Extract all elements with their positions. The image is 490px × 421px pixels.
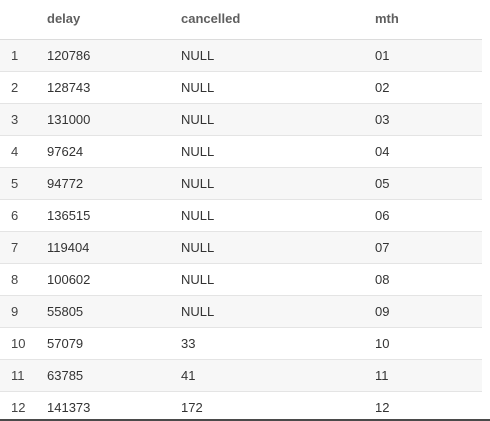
cell-mth[interactable]: 01: [375, 48, 390, 63]
cell-cancelled[interactable]: NULL: [181, 208, 215, 223]
cell-delay[interactable]: 131000: [47, 112, 91, 127]
column-header-delay[interactable]: delay: [47, 11, 81, 26]
cell-delay[interactable]: 57079: [47, 336, 84, 351]
cell-delay[interactable]: 55805: [47, 304, 84, 319]
cell-cancelled[interactable]: NULL: [181, 144, 215, 159]
row-number[interactable]: 4: [11, 144, 19, 159]
row-number[interactable]: 8: [11, 272, 19, 287]
table-row[interactable]: 11 63785 41 11: [0, 360, 482, 392]
column-header-mth[interactable]: mth: [375, 11, 399, 26]
cell-cancelled[interactable]: 41: [181, 368, 196, 383]
row-number[interactable]: 11: [11, 368, 25, 383]
cell-mth[interactable]: 03: [375, 112, 390, 127]
cell-mth[interactable]: 08: [375, 272, 390, 287]
cell-delay[interactable]: 63785: [47, 368, 84, 383]
cell-cancelled[interactable]: NULL: [181, 304, 215, 319]
results-grid: delay cancelled mth 1 120786 NULL 01 2 128743…: [0, 0, 482, 419]
cell-cancelled[interactable]: NULL: [181, 272, 215, 287]
row-number[interactable]: 10: [11, 336, 26, 351]
cell-mth[interactable]: 11: [375, 368, 389, 383]
cell-mth[interactable]: 06: [375, 208, 390, 223]
cell-mth[interactable]: 07: [375, 240, 390, 255]
cell-cancelled[interactable]: NULL: [181, 240, 215, 255]
table-row[interactable]: 4 97624 NULL 04: [0, 136, 482, 168]
cell-mth[interactable]: 10: [375, 336, 390, 351]
cell-delay[interactable]: 141373: [47, 400, 91, 415]
row-number[interactable]: 5: [11, 176, 19, 191]
table-row[interactable]: 10 57079 33 10: [0, 328, 482, 360]
cell-mth[interactable]: 02: [375, 80, 390, 95]
cell-mth[interactable]: 05: [375, 176, 390, 191]
row-number[interactable]: 9: [11, 304, 19, 319]
grid-body: 1 120786 NULL 01 2 128743 NULL 02 3 131000 NULL 03 4…: [0, 40, 482, 419]
table-row[interactable]: 12 141373 172 12: [0, 392, 482, 419]
cell-mth[interactable]: 04: [375, 144, 390, 159]
cell-mth[interactable]: 12: [375, 400, 390, 415]
cell-cancelled[interactable]: NULL: [181, 112, 215, 127]
table-row[interactable]: 5 94772 NULL 05: [0, 168, 482, 200]
grid-header: delay cancelled mth: [0, 0, 482, 40]
table-row[interactable]: 7 119404 NULL 07: [0, 232, 482, 264]
cell-delay[interactable]: 136515: [47, 208, 91, 223]
cell-delay[interactable]: 120786: [47, 48, 91, 63]
cell-cancelled[interactable]: 33: [181, 336, 196, 351]
cell-cancelled[interactable]: NULL: [181, 176, 215, 191]
column-header-cancelled[interactable]: cancelled: [181, 11, 241, 26]
table-row[interactable]: 2 128743 NULL 02: [0, 72, 482, 104]
row-number[interactable]: 2: [11, 80, 19, 95]
cell-delay[interactable]: 100602: [47, 272, 91, 287]
row-number[interactable]: 7: [11, 240, 19, 255]
bottom-border: [0, 419, 490, 421]
cell-cancelled[interactable]: NULL: [181, 48, 215, 63]
table-row[interactable]: 6 136515 NULL 06: [0, 200, 482, 232]
cell-cancelled[interactable]: 172: [181, 400, 203, 415]
cell-mth[interactable]: 09: [375, 304, 390, 319]
table-row[interactable]: 9 55805 NULL 09: [0, 296, 482, 328]
row-number[interactable]: 6: [11, 208, 19, 223]
cell-delay[interactable]: 119404: [47, 240, 90, 255]
row-number[interactable]: 1: [11, 48, 19, 63]
cell-delay[interactable]: 128743: [47, 80, 91, 95]
table-row[interactable]: 8 100602 NULL 08: [0, 264, 482, 296]
table-row[interactable]: 3 131000 NULL 03: [0, 104, 482, 136]
table-row[interactable]: 1 120786 NULL 01: [0, 40, 482, 72]
cell-delay[interactable]: 97624: [47, 144, 84, 159]
cell-cancelled[interactable]: NULL: [181, 80, 215, 95]
cell-delay[interactable]: 94772: [47, 176, 84, 191]
row-number[interactable]: 12: [11, 400, 26, 415]
row-number[interactable]: 3: [11, 112, 19, 127]
